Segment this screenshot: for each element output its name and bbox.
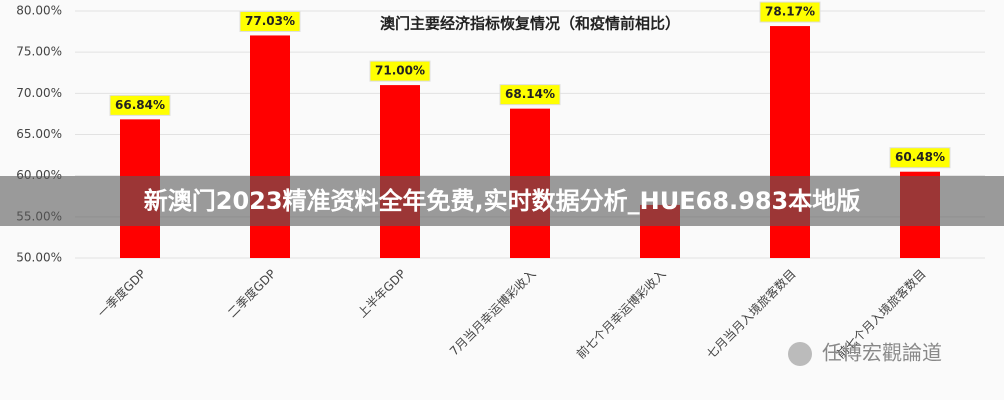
value-label-box — [109, 94, 171, 116]
banner-background — [0, 176, 1004, 226]
y-tick-label: 50.00% — [16, 251, 62, 265]
value-label: 68.14% — [505, 87, 555, 101]
banner-text: 新澳门2023精准资料全年免费,实时数据分析_HUE68.983本地版 — [144, 187, 861, 215]
value-label-box — [239, 10, 301, 32]
value-label: 66.84% — [115, 98, 165, 112]
value-label: 60.48% — [895, 150, 945, 164]
watermark: 任博宏觀論道 — [822, 341, 942, 365]
watermark-icon — [788, 342, 812, 366]
value-label-box — [499, 84, 561, 106]
value-label: 77.03% — [245, 14, 295, 28]
value-label-box — [889, 147, 951, 169]
y-tick-label: 80.00% — [16, 4, 62, 18]
y-tick-label: 75.00% — [16, 45, 62, 59]
y-tick-label: 65.00% — [16, 127, 62, 141]
value-label-box — [759, 1, 821, 23]
value-label: 71.00% — [375, 64, 425, 78]
bar — [380, 85, 420, 258]
value-label-box — [369, 60, 431, 82]
chart-title: 澳门主要经济指标恢复情况（和疫情前相比） — [380, 15, 680, 33]
y-tick-label: 70.00% — [16, 86, 62, 100]
value-label: 78.17% — [765, 5, 815, 19]
